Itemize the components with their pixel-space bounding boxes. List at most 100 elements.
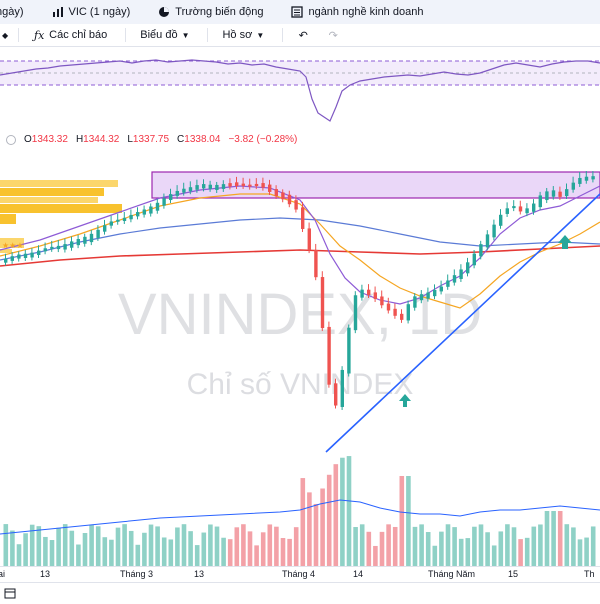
volume-bar bbox=[109, 539, 114, 566]
candle-body bbox=[221, 184, 226, 189]
price-chart-pane: VNINDEX, 1D Chỉ số VNINDEX ★★★ bbox=[0, 171, 600, 566]
volume-profile bbox=[0, 180, 122, 253]
top-tab-bar: ngày) VIC (1 ngày) Trường biến động ngàn… bbox=[0, 0, 600, 25]
candle-body bbox=[23, 253, 28, 258]
chevron-down-icon: ▼ bbox=[256, 30, 265, 40]
candle-body bbox=[320, 277, 325, 329]
open-label: O bbox=[24, 134, 32, 145]
volume-bar bbox=[564, 524, 570, 566]
pie-chart-icon bbox=[158, 6, 170, 18]
buy-arrow-icon bbox=[558, 235, 572, 249]
volume-bar bbox=[326, 474, 332, 566]
candle-body bbox=[294, 200, 298, 210]
visibility-toggle-icon[interactable] bbox=[6, 134, 16, 145]
candle-body bbox=[188, 187, 193, 192]
time-axis-label: 13 bbox=[40, 569, 51, 579]
volume-bar bbox=[142, 532, 147, 566]
candle-body bbox=[400, 313, 404, 320]
candle-body bbox=[37, 250, 41, 256]
volume-bar bbox=[491, 545, 497, 566]
candle-body bbox=[76, 239, 80, 246]
indicators-button[interactable]: ƒx Các chỉ báo bbox=[33, 28, 108, 42]
volume-bar bbox=[214, 526, 220, 566]
volume-bar bbox=[194, 545, 200, 566]
volume-bar bbox=[155, 526, 160, 566]
candle-body bbox=[340, 369, 344, 407]
volume-bar bbox=[538, 524, 543, 566]
oscillator-pane bbox=[0, 59, 600, 122]
volume-bar bbox=[524, 537, 530, 566]
candle-body bbox=[532, 203, 536, 212]
candle-body bbox=[268, 184, 272, 192]
volume-bar bbox=[452, 527, 457, 566]
volume-bar bbox=[300, 478, 306, 566]
candle-body bbox=[149, 206, 153, 214]
redo-button[interactable]: ↷ bbox=[327, 29, 339, 42]
candle-body bbox=[228, 183, 232, 187]
tab-vic[interactable]: VIC (1 ngày) bbox=[52, 6, 130, 18]
candle-body bbox=[70, 241, 74, 248]
time-axis-label: Tháng 4 bbox=[282, 569, 316, 579]
tab-vnindex[interactable]: ngày) bbox=[0, 6, 24, 18]
candle-body bbox=[4, 258, 8, 263]
tab-business[interactable]: ngành nghề kinh doanh bbox=[291, 6, 423, 18]
candle-body bbox=[565, 189, 569, 197]
ma-purple-line bbox=[0, 185, 600, 305]
candle-body bbox=[96, 229, 100, 238]
volume-bar bbox=[557, 511, 563, 566]
volume-bar bbox=[62, 524, 68, 566]
volume-bar bbox=[267, 524, 273, 566]
candle-body bbox=[215, 184, 219, 190]
volume-bar bbox=[280, 538, 286, 566]
time-axis-label: Th bbox=[584, 569, 595, 579]
candle-body bbox=[274, 189, 278, 196]
volume-bar bbox=[260, 532, 266, 566]
candle-body bbox=[281, 192, 285, 200]
interval-caret[interactable]: ◆ bbox=[2, 30, 9, 40]
volume-profile-bar bbox=[0, 214, 16, 224]
high-label: H bbox=[75, 134, 84, 145]
chart-type-button[interactable]: Biểu đồ ▼ bbox=[140, 29, 189, 41]
candle-body bbox=[307, 228, 311, 251]
candle-body bbox=[235, 182, 239, 186]
redo-icon: ↷ bbox=[328, 29, 338, 42]
tab-volatility[interactable]: Trường biến động bbox=[158, 6, 263, 18]
volume-bar bbox=[465, 538, 471, 566]
indicators-label: Các chỉ báo bbox=[49, 29, 108, 41]
candle-body bbox=[413, 296, 417, 308]
calendar-icon[interactable] bbox=[4, 586, 16, 604]
volume-bar bbox=[590, 526, 596, 566]
low-value: 1337.75 bbox=[132, 134, 170, 145]
volume-bar bbox=[82, 533, 88, 566]
volume-bar bbox=[89, 524, 94, 566]
candle-body bbox=[353, 295, 358, 331]
volume-bar bbox=[320, 488, 325, 566]
volume-profile-bar bbox=[0, 180, 118, 187]
ma-red-line bbox=[0, 245, 600, 267]
ma-orange-line bbox=[0, 193, 600, 309]
volume-bar bbox=[181, 524, 187, 566]
function-icon: ƒx bbox=[34, 28, 45, 42]
time-axis: ai 13 Tháng 3 13 Tháng 4 14 Tháng Năm 15… bbox=[0, 566, 600, 583]
volume-bar bbox=[221, 537, 226, 566]
close-label: C bbox=[177, 134, 185, 145]
candle-body bbox=[433, 289, 437, 297]
volume-bar bbox=[386, 524, 391, 566]
candle-body bbox=[109, 221, 113, 226]
volume-bar bbox=[472, 526, 477, 566]
open-value: 1343.32 bbox=[31, 134, 68, 145]
undo-button[interactable]: ↶ bbox=[297, 29, 309, 42]
candle-body bbox=[472, 253, 476, 266]
volume-bar bbox=[518, 539, 523, 566]
volume-bar bbox=[161, 537, 167, 566]
profile-button[interactable]: Hồ sơ ▼ bbox=[222, 29, 264, 41]
volume-bar bbox=[188, 531, 193, 566]
chart-type-label: Biểu đồ bbox=[140, 29, 178, 41]
candle-body bbox=[43, 248, 47, 252]
ohlc-readout: O1343.32 H1344.32 L1337.75 C1338.04 −3.8… bbox=[6, 134, 297, 145]
candle-body bbox=[512, 206, 516, 209]
candle-body bbox=[175, 190, 179, 196]
time-axis-label: Tháng Năm bbox=[428, 569, 476, 579]
chevron-down-icon: ▼ bbox=[181, 30, 190, 40]
candle-body bbox=[30, 252, 34, 258]
